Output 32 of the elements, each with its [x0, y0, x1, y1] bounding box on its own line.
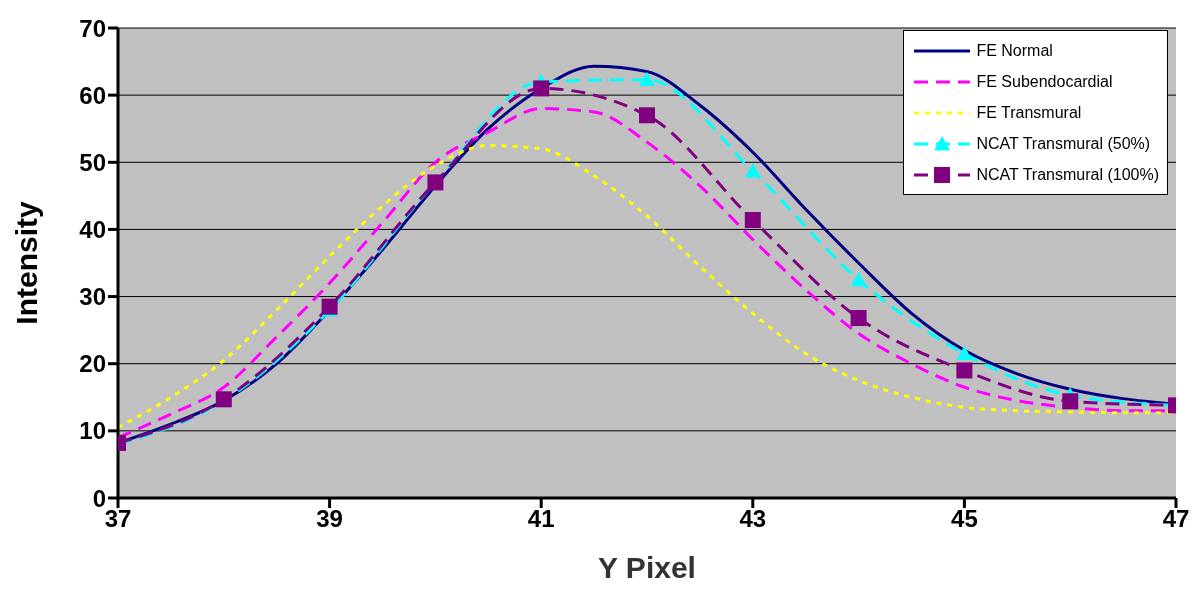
- point: [956, 362, 973, 379]
- x-tick-label: 41: [527, 505, 555, 533]
- y-tick-label: 10: [79, 417, 106, 445]
- point: [1062, 393, 1079, 410]
- y-tick-label: 20: [79, 350, 106, 378]
- y-axis-title: Intensity: [9, 201, 43, 325]
- y-tick-label: 0: [92, 484, 106, 512]
- x-tick-label: 45: [951, 505, 978, 533]
- legend-label: NCAT Transmural (100%): [976, 165, 1159, 184]
- point: [639, 71, 655, 87]
- point: [850, 310, 867, 327]
- x-tick-label: 39: [316, 505, 343, 533]
- point: [321, 298, 338, 315]
- y-tick-label: 40: [79, 215, 106, 243]
- y-tick-label: 70: [79, 14, 106, 42]
- point: [533, 80, 550, 97]
- point: [744, 212, 761, 229]
- x-tick-label: 47: [1162, 505, 1190, 533]
- x-axis-title: Y Pixel: [598, 551, 696, 584]
- point: [850, 271, 867, 287]
- y-tick-label: 50: [79, 148, 106, 176]
- legend-label: FE Normal: [976, 41, 1053, 60]
- point: [956, 345, 973, 361]
- x-tick-label: 43: [739, 505, 767, 533]
- legend-label: FE Subendocardial: [976, 72, 1113, 91]
- y-tick-label: 60: [79, 81, 106, 109]
- legend-label: FE Transmural: [976, 103, 1082, 122]
- legend-label: NCAT Transmural (50%): [976, 134, 1151, 153]
- y-tick-label: 30: [79, 283, 106, 311]
- point: [639, 107, 655, 124]
- x-tick-label: 37: [104, 505, 132, 533]
- point: [744, 163, 761, 178]
